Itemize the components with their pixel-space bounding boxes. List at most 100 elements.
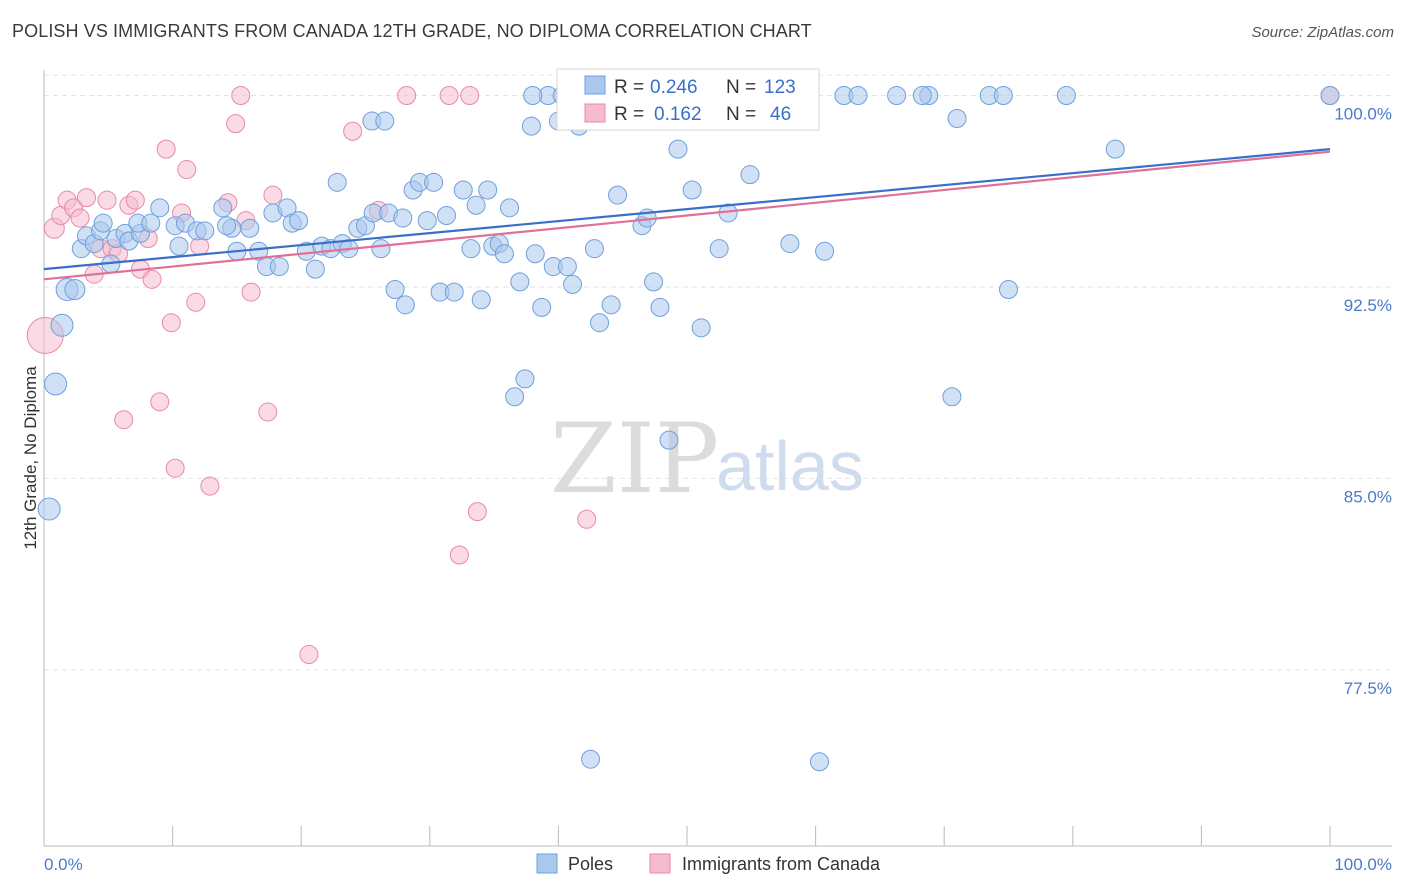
trend-line-poles: [43, 148, 1331, 271]
data-point-canada: [397, 86, 417, 106]
data-point-canada: [161, 313, 181, 333]
data-point-poles: [942, 387, 962, 407]
data-point-poles: [523, 86, 543, 106]
data-point-canada: [439, 86, 459, 106]
data-point-poles: [999, 280, 1018, 300]
data-point-poles: [217, 216, 237, 236]
data-point-poles: [848, 86, 868, 106]
legend-bottom: Poles Immigrants from Canada: [536, 853, 881, 874]
data-point-poles: [466, 195, 486, 215]
y-tick-label: 85.0%: [1344, 487, 1392, 506]
watermark: ZIP atlas: [550, 403, 864, 515]
data-point-poles: [691, 318, 711, 338]
y-axis-tick-labels: 77.5% 85.0% 92.5% 100.0%: [1334, 105, 1392, 698]
data-point-poles: [608, 185, 628, 205]
chart-title: POLISH VS IMMIGRANTS FROM CANADA 12TH GR…: [12, 21, 812, 41]
y-tick-label: 92.5%: [1344, 296, 1392, 315]
gridlines: [44, 74, 1392, 671]
data-point-poles: [417, 211, 437, 231]
data-point-poles: [437, 206, 457, 225]
data-point-poles: [887, 86, 907, 106]
data-point-poles: [1056, 86, 1076, 106]
legend-n-label-canada: N =: [726, 104, 756, 125]
data-point-canada: [577, 509, 597, 529]
trend-line-canada: [43, 150, 1331, 281]
data-point-canada: [299, 645, 319, 665]
legend-r-value-canada: 0.162: [654, 104, 702, 125]
data-point-canada: [467, 502, 487, 522]
data-point-poles: [461, 239, 481, 259]
data-point-poles: [809, 752, 829, 772]
data-point-poles: [709, 239, 729, 259]
watermark-zip: ZIP: [550, 403, 719, 515]
data-point-poles: [64, 279, 86, 301]
data-point-canada: [97, 190, 117, 210]
bottom-legend-label-canada: Immigrants from Canada: [682, 854, 881, 874]
data-point-poles: [385, 280, 405, 300]
data-point-canada: [114, 410, 134, 430]
data-point-canada: [76, 188, 96, 208]
data-point-poles: [141, 213, 161, 233]
data-point-canada: [177, 160, 197, 180]
legend-r-label-poles: R =: [614, 77, 644, 98]
data-point-poles: [393, 208, 413, 228]
data-point-poles: [395, 295, 415, 315]
data-point-poles: [532, 297, 552, 317]
data-point-poles: [557, 257, 577, 277]
data-point-poles: [500, 198, 520, 218]
data-point-poles: [505, 387, 525, 407]
data-point-poles: [289, 211, 309, 231]
data-point-poles: [327, 172, 347, 192]
data-point-poles: [494, 244, 514, 264]
data-point-poles: [150, 198, 170, 218]
data-point-canada: [226, 114, 246, 134]
data-point-poles: [563, 274, 583, 294]
data-point-canada: [263, 185, 283, 205]
legend-n-label-poles: N =: [726, 77, 756, 98]
legend-n-value-canada: 46: [770, 104, 791, 125]
data-point-poles: [169, 236, 189, 256]
data-point-poles: [213, 198, 233, 218]
data-point-canada: [231, 86, 251, 106]
data-point-poles: [525, 244, 545, 264]
data-point-poles: [305, 259, 325, 279]
data-point-poles: [453, 180, 473, 200]
data-point-canada: [150, 392, 170, 412]
data-point-canada: [241, 282, 261, 302]
data-point-poles: [471, 290, 491, 310]
trend-lines: [43, 148, 1331, 281]
legend-r-label-canada: R =: [614, 104, 644, 125]
axes: [43, 70, 1392, 847]
data-point-poles: [249, 241, 269, 261]
data-point-canada: [343, 121, 363, 141]
data-point-canada: [258, 402, 278, 422]
data-point-poles: [740, 165, 760, 185]
legend-swatch-poles: [584, 75, 606, 95]
data-point-poles: [1320, 86, 1340, 106]
data-point-poles: [815, 241, 835, 261]
legend-swatch-canada: [584, 103, 606, 123]
y-axis-title: 12th Grade, No Diploma: [21, 366, 40, 550]
legend-top: R = 0.246 N = 123 R = 0.162 N = 46: [556, 68, 820, 131]
data-point-poles: [993, 86, 1013, 106]
data-point-poles: [659, 430, 679, 450]
data-point-canada: [165, 458, 185, 478]
data-point-canada: [186, 292, 206, 312]
y-tick-label: 77.5%: [1344, 679, 1392, 698]
bottom-legend-swatch-poles: [536, 853, 558, 874]
data-point-canada: [449, 545, 469, 565]
data-point-poles: [644, 272, 664, 292]
chart-source: Source: ZipAtlas.com: [1251, 24, 1394, 41]
y-tick-label: 100.0%: [1334, 105, 1392, 124]
data-point-poles: [93, 213, 113, 233]
data-point-poles: [682, 180, 702, 200]
legend-r-value-poles: 0.246: [650, 77, 698, 98]
x-tick-label-max: 100.0%: [1334, 855, 1392, 874]
series-canada-points: [26, 86, 1340, 665]
data-point-poles: [581, 749, 601, 769]
data-point-poles: [424, 172, 444, 192]
data-point-poles: [240, 218, 260, 238]
bottom-legend-label-poles: Poles: [568, 854, 613, 874]
x-tick-label-min: 0.0%: [44, 855, 83, 874]
